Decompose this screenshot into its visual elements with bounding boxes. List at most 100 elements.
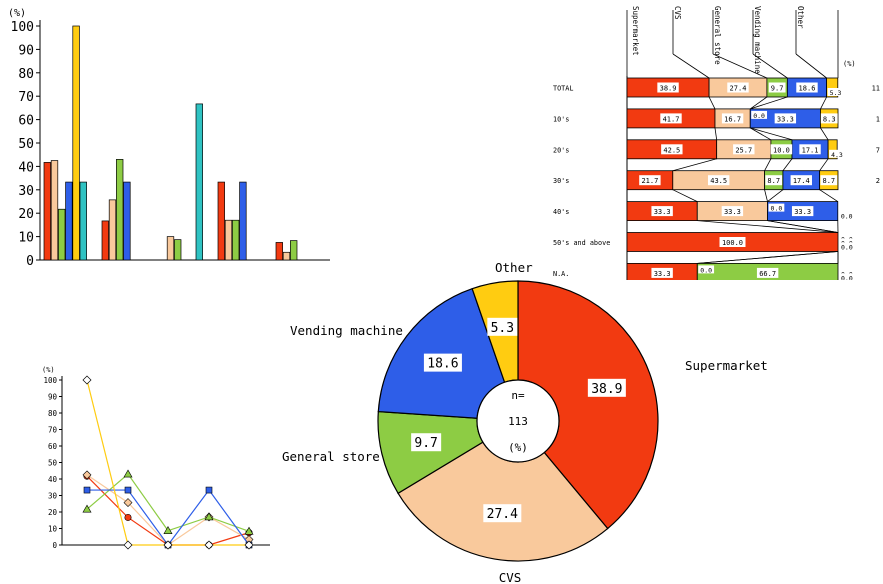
- row-label: N.A.: [553, 270, 569, 278]
- line-chart: (%) 0 10 20 30 40 50 60 70 80 90 100: [42, 366, 270, 550]
- y-tick-label: 60: [18, 114, 34, 129]
- label-box: [483, 504, 522, 523]
- bar: [195, 103, 203, 261]
- bar: [116, 159, 124, 261]
- segment-value: 0.0: [841, 244, 853, 252]
- boundary-line: [820, 96, 827, 110]
- boundary-line: [767, 189, 784, 202]
- y-tick-label: 90: [48, 393, 58, 402]
- label-box: [587, 378, 626, 397]
- label-box: [751, 110, 768, 119]
- boundary-line: [672, 158, 717, 172]
- y-tick-label: 10: [18, 231, 34, 246]
- label-box: [768, 82, 786, 93]
- boundary-line: [819, 189, 839, 202]
- bar: [43, 162, 51, 261]
- data-point: [205, 486, 213, 494]
- series-line: [86, 474, 250, 546]
- y-tick-label: 70: [48, 426, 58, 435]
- segment-value: 4.3: [831, 151, 843, 159]
- y-tick-label: 90: [18, 43, 34, 58]
- data-point: [123, 540, 133, 550]
- row-label: TOTAL: [553, 85, 573, 93]
- label-box: [707, 175, 730, 186]
- label-box: [796, 82, 818, 93]
- boundary-line: [697, 251, 839, 264]
- segment-value: 33.3: [654, 208, 671, 216]
- bar: [50, 160, 59, 261]
- row-label: 10's: [553, 115, 569, 123]
- label-box: [768, 203, 785, 212]
- label-box: [790, 175, 812, 186]
- segment-value: 0.0: [841, 213, 853, 221]
- header-line: [752, 53, 788, 79]
- header-line: [712, 53, 768, 79]
- stack-segment: [826, 77, 839, 98]
- slice-value: 18.6: [427, 357, 458, 372]
- y-axis-unit: (%): [42, 366, 55, 374]
- bar: [101, 220, 109, 261]
- label-box: [719, 237, 746, 247]
- label-box: [660, 113, 682, 124]
- label-box: [838, 211, 855, 220]
- label-box: [820, 113, 838, 124]
- bar: [123, 181, 131, 261]
- boundary-line: [714, 127, 718, 140]
- data-point: [124, 513, 132, 521]
- segment-value: 33.3: [654, 270, 671, 278]
- pie-chart: 38.9 Supermarket 27.4 CVS 9.7 General store 18…: [282, 260, 768, 584]
- y-axis-unit: (%): [8, 8, 26, 19]
- segment-value: 16.7: [724, 115, 741, 123]
- data-point: [204, 540, 214, 550]
- data-point: [82, 375, 92, 385]
- slice-value: 5.3: [491, 321, 514, 336]
- label-box: [733, 144, 755, 155]
- column-header: Supermarket: [631, 6, 640, 56]
- row-n: 2: [876, 177, 880, 185]
- segment-value: 5.3: [830, 89, 842, 97]
- segment-value: 33.3: [794, 208, 811, 216]
- row-n: 7: [876, 146, 880, 154]
- y-tick-label: 10: [48, 525, 58, 534]
- y-tick-label: 70: [18, 90, 34, 105]
- y-tick-label: 80: [18, 67, 34, 82]
- bar: [217, 181, 225, 261]
- y-tick-label: 20: [48, 508, 58, 517]
- boundary-line: [782, 158, 793, 171]
- data-point: [82, 504, 92, 513]
- bar: [239, 181, 247, 261]
- bar: [275, 242, 283, 261]
- bar: [108, 199, 117, 261]
- series-line: [86, 379, 249, 546]
- segment-value: 8.3: [823, 115, 836, 123]
- segment-value: 0.0: [753, 112, 765, 120]
- unit-label: (%): [843, 60, 856, 68]
- y-tick-label: 0: [52, 541, 57, 550]
- row-label: 40's: [553, 208, 569, 216]
- boundary-line: [767, 220, 839, 233]
- segment-value: 41.7: [663, 115, 680, 123]
- segment-value: 18.6: [799, 85, 816, 93]
- y-tick-label: 30: [48, 492, 58, 501]
- label-box: [698, 265, 715, 274]
- header-line: [795, 53, 827, 79]
- boundary-line: [749, 96, 768, 110]
- label-box: [774, 113, 797, 124]
- y-tick-label: 80: [48, 409, 58, 418]
- segment-value: 43.5: [710, 177, 727, 185]
- column-header: Vending machine: [753, 6, 762, 74]
- label-box: [765, 175, 783, 186]
- segment-value: 0.0: [771, 205, 783, 213]
- label-box: [829, 149, 845, 158]
- segment-value: 66.7: [759, 270, 776, 278]
- bar: [282, 251, 291, 261]
- boundary-line: [750, 127, 793, 141]
- label-box: [727, 82, 749, 93]
- column-header: CVS: [673, 6, 682, 20]
- label-box: [423, 353, 462, 372]
- y-tick-label: 50: [48, 459, 58, 468]
- column-header: Other: [796, 6, 805, 29]
- header-line: [672, 53, 710, 79]
- slice-name: Other: [495, 260, 533, 275]
- series-line: [87, 489, 250, 547]
